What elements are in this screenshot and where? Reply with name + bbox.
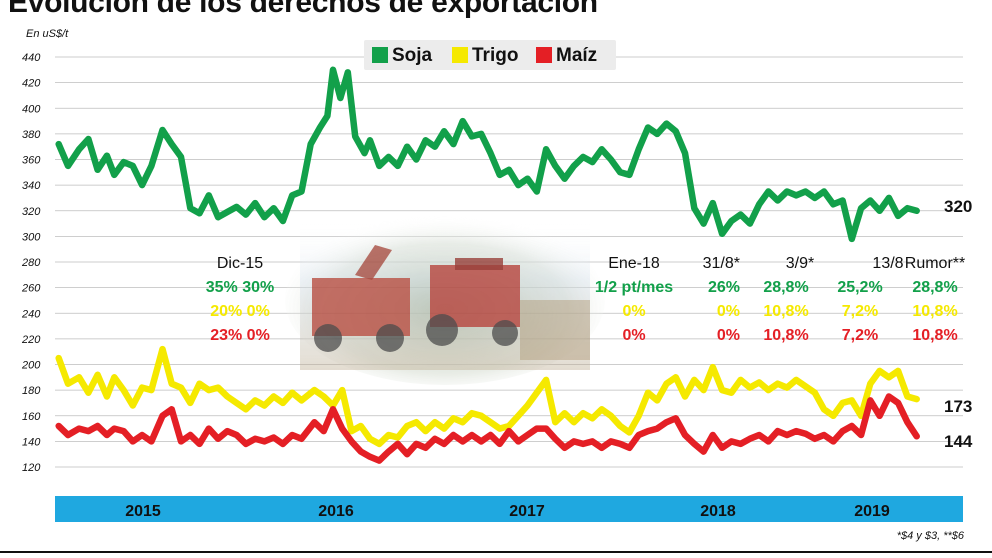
- annotation-trigo-4: 7,2%: [842, 303, 878, 320]
- annotation-maiz-5: 10,8%: [912, 327, 957, 344]
- annotation-soja-2: 26%: [708, 279, 740, 296]
- series-line-trigo: [55, 345, 920, 448]
- y-tick-label-240: 240: [21, 308, 41, 320]
- y-tick-label-440: 440: [22, 52, 41, 64]
- y-tick-label-300: 300: [22, 231, 41, 243]
- y-tick-label-160: 160: [22, 411, 41, 423]
- y-tick-label-200: 200: [21, 360, 41, 372]
- chart-title: Evolución de los derechos de exportación: [8, 0, 598, 19]
- annotation-soja-4: 25,2%: [837, 279, 882, 296]
- annotation-maiz-0: 23% 0%: [210, 327, 270, 344]
- annotation-date-0: Dic-15: [217, 255, 263, 272]
- annotation-trigo-5: 10,8%: [912, 303, 957, 320]
- annotation-maiz-2: 0%: [717, 327, 740, 344]
- year-label-2015: 2015: [125, 503, 161, 520]
- legend-swatch-trigo: [452, 47, 468, 63]
- y-tick-label-340: 340: [22, 180, 41, 192]
- annotation-trigo-0: 20% 0%: [210, 303, 270, 320]
- y-tick-label-220: 220: [21, 334, 41, 346]
- year-label-2016: 2016: [318, 503, 354, 520]
- y-tick-label-120: 120: [22, 462, 41, 474]
- year-label-2018: 2018: [700, 503, 736, 520]
- end-label-maíz: 144: [944, 432, 973, 451]
- annotation-maiz-3: 10,8%: [763, 327, 808, 344]
- annotation-date-4: 13/8: [872, 255, 903, 272]
- year-label-2019: 2019: [854, 503, 890, 520]
- y-tick-label-360: 360: [22, 155, 41, 167]
- year-label-2017: 2017: [509, 503, 545, 520]
- annotation-date-5: Rumor**: [905, 255, 965, 272]
- annotation-trigo-3: 10,8%: [763, 303, 808, 320]
- annotation-date-3: 3/9*: [786, 255, 814, 272]
- legend-item-soja: Soja: [372, 45, 432, 67]
- legend-swatch-soja: [372, 47, 388, 63]
- series-line-soja: [55, 66, 920, 243]
- footnote: *$4 y $3, **$6: [896, 530, 964, 542]
- legend-label-soja: Soja: [392, 45, 433, 66]
- annotation-soja-5: 28,8%: [912, 279, 957, 296]
- series-line-maíz: [55, 393, 920, 464]
- annotation-maiz-4: 7,2%: [842, 327, 878, 344]
- legend: Soja Trigo Maíz: [364, 40, 616, 70]
- y-tick-label-180: 180: [22, 385, 41, 397]
- end-label-soja: 320: [944, 197, 972, 216]
- legend-item-maiz: Maíz: [536, 45, 597, 67]
- y-tick-label-320: 320: [22, 206, 41, 218]
- annotation-date-1: Ene-18: [608, 255, 660, 272]
- harvest-illustration: [285, 215, 605, 385]
- end-label-trigo: 173: [944, 397, 972, 416]
- annotation-soja-3: 28,8%: [763, 279, 808, 296]
- legend-item-trigo: Trigo: [452, 45, 518, 67]
- y-tick-label-260: 260: [21, 283, 41, 295]
- annotation-trigo-1: 0%: [622, 303, 645, 320]
- annotation-soja-1: 1/2 pt/mes: [595, 279, 673, 296]
- y-tick-label-400: 400: [22, 103, 41, 115]
- y-tick-label-280: 280: [21, 257, 41, 269]
- annotation-maiz-1: 0%: [622, 327, 645, 344]
- legend-label-trigo: Trigo: [472, 45, 519, 66]
- y-tick-label-140: 140: [22, 436, 41, 448]
- tax-annotations: Dic-15 35% 30% 20% 0% 23% 0% Ene-18 1/2 pt/me…: [206, 255, 965, 344]
- series-end-labels: 320 173 144: [944, 197, 973, 451]
- year-labels: 2015 2016 2017 2018 2019: [125, 503, 890, 520]
- annotation-trigo-2: 0%: [717, 303, 740, 320]
- annotation-soja-0: 35% 30%: [206, 279, 275, 296]
- y-axis-tick-labels: 120 140 160 180 200 220 240 260 280 300 320 340 360 3…: [21, 52, 41, 474]
- legend-label-maiz: Maíz: [556, 45, 598, 66]
- year-band: [55, 496, 963, 522]
- unit-label: En uS$/t: [26, 28, 69, 40]
- annotation-date-2: 31/8*: [703, 255, 740, 272]
- series-lines: [55, 66, 920, 464]
- y-tick-label-420: 420: [22, 78, 41, 90]
- y-tick-label-380: 380: [22, 129, 41, 141]
- bottom-rule: [0, 551, 992, 553]
- legend-swatch-maiz: [536, 47, 552, 63]
